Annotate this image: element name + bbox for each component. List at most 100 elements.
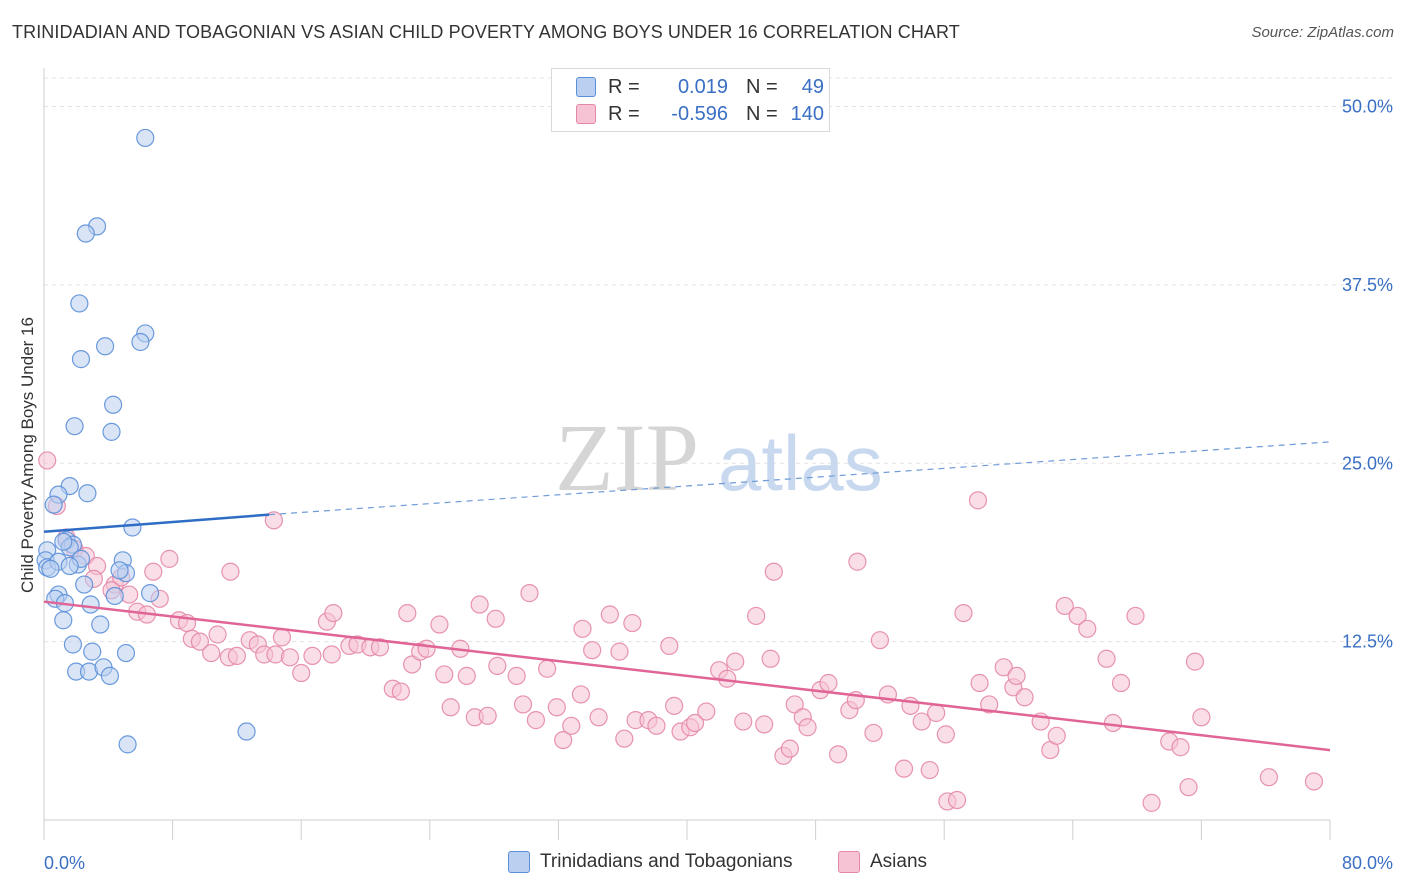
legend-label: Asians [870, 851, 928, 872]
point-asian [785, 695, 804, 714]
x-tick-label-max: 80.0% [1342, 853, 1393, 873]
point-asian [538, 659, 557, 678]
y-axis-label: Child Poverty Among Boys Under 16 [18, 317, 37, 593]
point-trinidadian [102, 422, 121, 441]
point-asian [1142, 793, 1161, 812]
watermark-atlas: atlas [718, 419, 883, 507]
point-asian [761, 649, 780, 668]
point-asian [970, 673, 989, 693]
point-trinidadian [91, 615, 110, 634]
y-axis-label-wrap: Child Poverty Among Boys Under 16 [18, 317, 38, 593]
point-asian [562, 716, 581, 735]
point-asian [303, 646, 322, 666]
point-trinidadian [76, 224, 95, 243]
point-asian [547, 698, 566, 717]
point-asian [1185, 652, 1205, 671]
point-asian [160, 549, 179, 568]
point-trinidadian [140, 584, 160, 603]
point-trinidadian [70, 294, 89, 313]
point-asian [1111, 673, 1131, 693]
point-asian [1103, 713, 1123, 733]
point-asian [583, 641, 602, 660]
point-asian [38, 451, 57, 470]
point-asian [370, 638, 390, 657]
point-asian [980, 695, 999, 714]
point-asian [1259, 768, 1279, 787]
point-asian [513, 695, 533, 714]
point-asian [457, 666, 476, 685]
legend-r-label: R = [608, 75, 640, 98]
point-asian [665, 696, 684, 715]
point-trinidadian [54, 611, 73, 630]
axes [43, 68, 1331, 840]
point-asian [441, 698, 460, 717]
y-tick-label: 37.5% [1342, 275, 1393, 295]
point-asian [600, 605, 619, 624]
point-trinidadian [100, 666, 120, 685]
y-tick-label: 12.5% [1342, 632, 1393, 652]
point-asian [520, 584, 539, 603]
point-asian [144, 562, 163, 581]
point-asian [936, 725, 955, 744]
point-trinidadian [136, 128, 155, 148]
point-trinidadian [71, 350, 91, 369]
point-trinidadian [105, 586, 124, 606]
point-asian [573, 619, 592, 638]
point-asian [435, 665, 454, 684]
point-asian [1097, 649, 1116, 668]
point-asian [764, 562, 783, 581]
point-asian [322, 645, 341, 664]
point-trinidadian [81, 595, 100, 614]
point-asian [1171, 738, 1190, 757]
trend-line-trinidadians-extension [269, 441, 1331, 516]
tick-labels: 12.5% 25.0% 37.5% 50.0% 0.0% 80.0% [44, 97, 1393, 873]
point-trinidadian [131, 332, 150, 352]
point-asian [894, 759, 914, 778]
point-asian [589, 708, 608, 727]
point-asian [264, 511, 283, 530]
point-asian [1068, 606, 1087, 626]
trend-line-asians [43, 600, 1331, 752]
point-asian [478, 706, 497, 725]
point-asian [403, 655, 422, 674]
point-asian [507, 666, 526, 685]
trend-line-trinidadians [43, 513, 270, 534]
point-trinidadian [104, 395, 123, 414]
point-asian [1007, 666, 1026, 685]
point-trinidadian [41, 559, 60, 578]
point-asian [954, 603, 973, 623]
point-asian [486, 609, 505, 628]
point-trinidadian [75, 575, 94, 594]
watermark: ZIP atlas [555, 404, 883, 511]
legend-r-value: -0.596 [671, 102, 728, 125]
correlation-legend: R = 0.019 N = 49 R = -0.596 N = 140 [551, 68, 830, 132]
point-asian [1047, 726, 1066, 745]
legend-n-value: 140 [790, 102, 824, 125]
point-asian [1179, 778, 1198, 797]
point-asian [1055, 596, 1074, 616]
point-asian [417, 639, 436, 658]
point-asian [660, 636, 679, 656]
point-asian [526, 711, 545, 730]
gridlines [44, 77, 1395, 643]
series-trinidadians [36, 128, 256, 754]
point-asian [968, 491, 988, 510]
point-asian [994, 658, 1013, 677]
point-asian [202, 643, 221, 663]
legend-item-asians[interactable]: Asians [838, 851, 927, 873]
legend-swatch-blue [508, 851, 530, 873]
legend-n-label: N = [746, 102, 778, 125]
point-asian [1126, 606, 1145, 626]
legend-row-trinidadians: R = 0.019 N = 49 [576, 74, 824, 100]
point-asian [610, 642, 629, 661]
legend-item-trinidadians[interactable]: Trinidadians and Tobagonians [508, 851, 792, 873]
legend-n-value: 49 [801, 75, 824, 98]
point-asian [819, 673, 838, 693]
point-trinidadian [110, 561, 129, 580]
point-asian [208, 625, 227, 644]
point-trinidadian [237, 722, 256, 741]
point-asian [726, 652, 745, 671]
point-asian [571, 685, 591, 704]
point-asian [927, 703, 946, 723]
